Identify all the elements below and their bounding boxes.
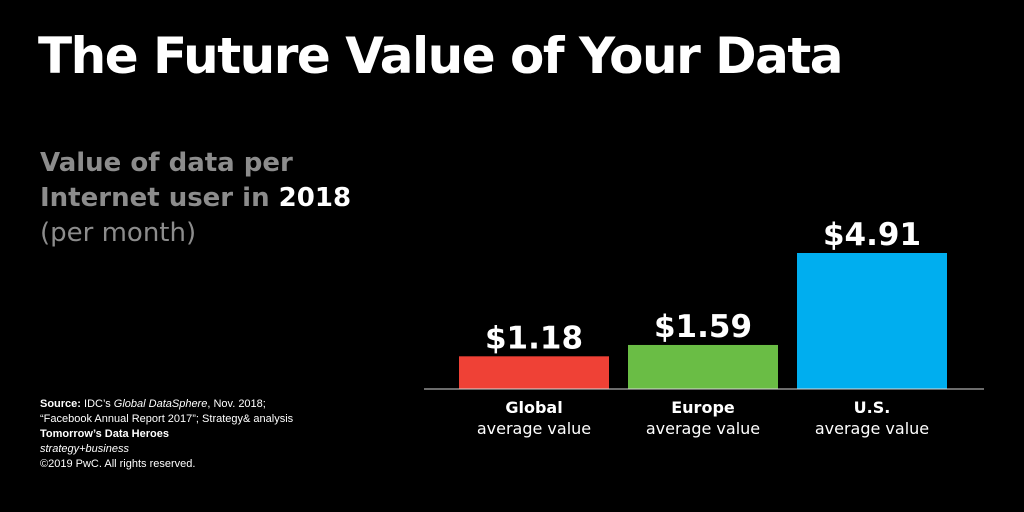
source-line-2: “Facebook Annual Report 2017”; Strategy&…: [40, 413, 294, 425]
category-label: Global: [505, 398, 562, 417]
article-title: Tomorrow’s Data Heroes: [40, 428, 169, 440]
subtitle-year: 2018: [278, 183, 352, 213]
source-notes: Source: IDC’s Global DataSphere, Nov. 20…: [40, 397, 293, 472]
category-sublabel: average value: [646, 419, 760, 438]
category-label: U.S.: [854, 398, 891, 417]
subtitle-line-1: Value of data per: [40, 148, 293, 178]
bar-value-label: $1.59: [654, 309, 752, 345]
source-text-a: IDC’s: [80, 398, 114, 410]
publication-name: strategy+business: [40, 443, 129, 455]
source-label: Source:: [40, 398, 81, 410]
subtitle-line-2: Internet user in 2018: [40, 181, 400, 216]
bars-group: $1.18 Global average value $1.59 Europe avera…: [459, 217, 947, 438]
source-line-1: Source: IDC’s Global DataSphere, Nov. 20…: [40, 397, 293, 412]
bar-global: [459, 356, 609, 389]
page-title: The Future Value of Your Data: [38, 27, 844, 85]
source-text-b: , Nov. 2018;: [207, 398, 266, 410]
category-label: Europe: [671, 398, 735, 417]
chart-subtitle: Value of data per Internet user in 2018 …: [40, 146, 400, 251]
bar-value-label: $4.91: [823, 217, 921, 253]
category-sublabel: average value: [815, 419, 929, 438]
bar-value-label: $1.18: [485, 320, 583, 356]
subtitle-unit-note: (per month): [40, 218, 197, 248]
bar-u-s: [797, 253, 947, 389]
subtitle-line-2-prefix: Internet user in: [40, 183, 279, 213]
copyright-text: ©2019 PwC. All rights reserved.: [40, 458, 196, 470]
category-sublabel: average value: [477, 419, 591, 438]
source-text-italic: Global DataSphere: [113, 398, 208, 410]
bar-europe: [628, 344, 778, 389]
